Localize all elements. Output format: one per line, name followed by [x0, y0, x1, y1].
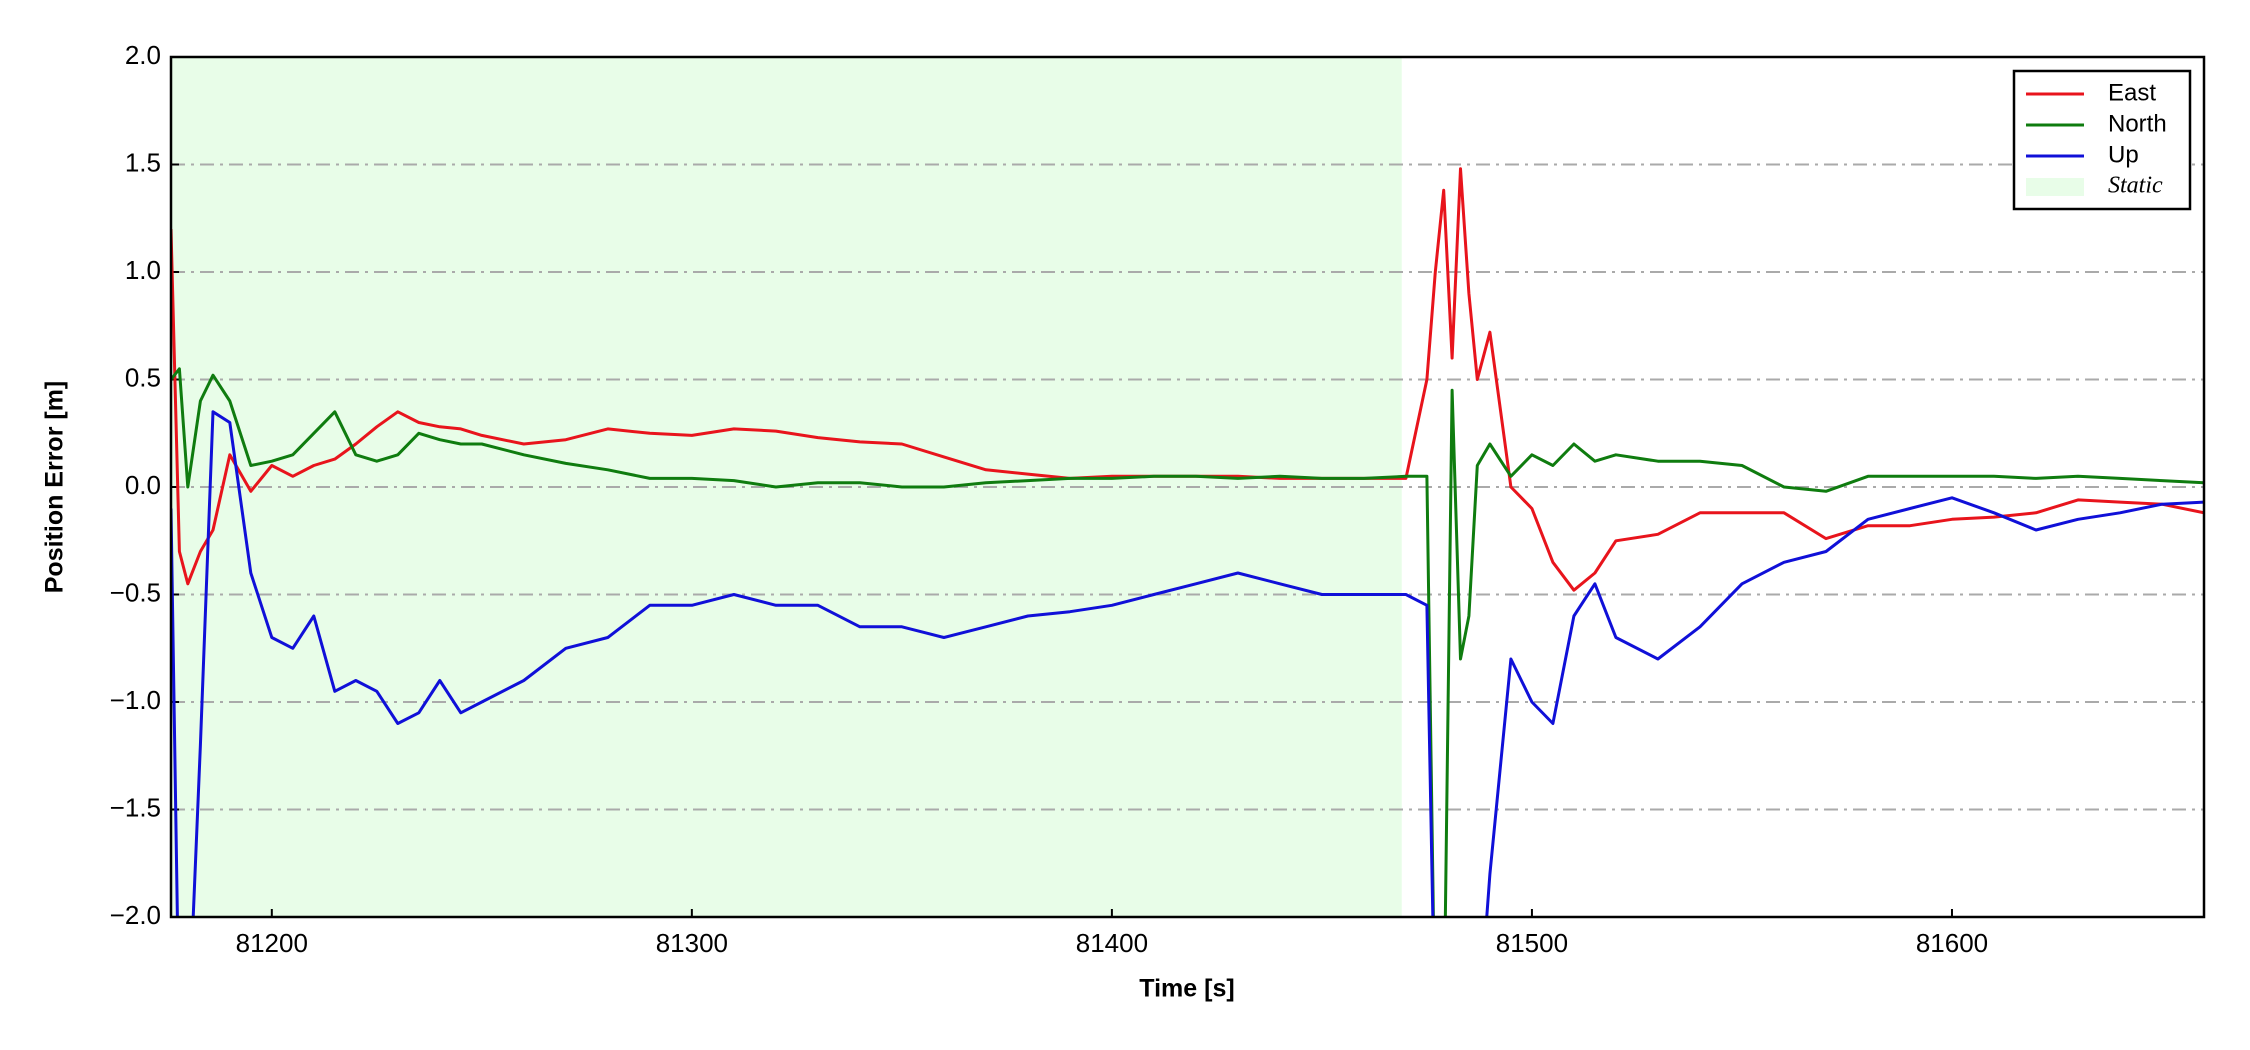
y-tick-label: 1.0: [125, 255, 161, 285]
plot-area: [171, 167, 2204, 917]
legend-label: Static: [2108, 173, 2163, 199]
line-series: [171, 410, 2204, 917]
line-series: [171, 367, 2204, 917]
x-axis-label: Time [s]: [1139, 975, 1234, 1003]
y-tick-label: 0.5: [125, 362, 161, 392]
y-axis-label: Position Error [m]: [41, 381, 69, 594]
y-tick-label: −1.5: [110, 792, 161, 822]
y-tick-label: −1.0: [110, 685, 161, 715]
legend-label: East: [2108, 79, 2156, 106]
y-tick-label: −0.5: [110, 577, 161, 607]
y-tick-label: 2.0: [125, 40, 161, 70]
y-tick-label: −2.0: [110, 900, 161, 930]
y-tick-label: 1.5: [125, 147, 161, 177]
legend-swatch: [2026, 178, 2084, 196]
legend-label: North: [2108, 110, 2167, 137]
plot-frame: [169, 55, 2206, 919]
x-tick-label: 81600: [1916, 928, 1988, 958]
legend-label: Up: [2108, 141, 2139, 168]
x-tick-label: 81500: [1496, 928, 1568, 958]
x-tick-label: 81400: [1076, 928, 1148, 958]
y-tick-label: 0.0: [125, 470, 161, 500]
x-tick-label: 81200: [236, 928, 308, 958]
x-tick-label: 81300: [656, 928, 728, 958]
